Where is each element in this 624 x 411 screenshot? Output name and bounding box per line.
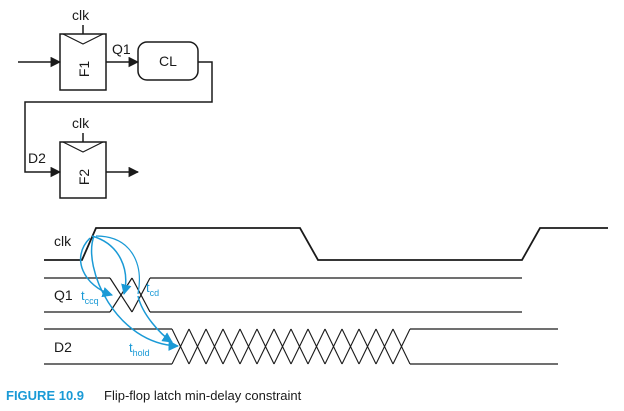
- d2-hash-line: [239, 328, 258, 365]
- timing-arrows: [79, 235, 180, 351]
- caption-text: Flip-flop latch min-delay constraint: [104, 388, 302, 403]
- d2-hash-line: [273, 328, 292, 365]
- d2-waveform: [44, 328, 558, 365]
- clk-label-f1: clk: [72, 7, 90, 23]
- q1-signal-label: Q1: [54, 287, 73, 303]
- tcd-arrow: [91, 235, 132, 296]
- f1-label: F1: [76, 61, 92, 78]
- q1-waveform: [44, 277, 522, 313]
- d2-hash-line: [256, 328, 275, 365]
- f2-label: F2: [76, 169, 92, 186]
- clk-label-f2: clk: [72, 115, 90, 131]
- d2-hash-line: [392, 328, 411, 365]
- d2-hash-line: [341, 328, 360, 365]
- clk-waveform: [44, 227, 608, 261]
- tcd-label: tcd: [146, 280, 159, 298]
- tccq-arrow: [79, 237, 113, 298]
- d2-hash-line: [324, 328, 343, 365]
- d2-hash-line: [205, 328, 224, 365]
- thold-arrow: [90, 235, 180, 351]
- caption-figure-number: FIGURE 10.9: [6, 388, 84, 403]
- clock-triangle-f1: [62, 33, 104, 45]
- d2-hash-line: [290, 328, 309, 365]
- flipflop-f2: clk F2: [59, 115, 140, 199]
- cl-box: [137, 41, 199, 81]
- q1-label: Q1: [112, 41, 131, 57]
- flipflop-f1: clk F1 Q1: [18, 7, 140, 91]
- d2-hash-line: [171, 328, 190, 365]
- d2-transition-region: [171, 328, 411, 365]
- d2-hash-line: [375, 328, 394, 365]
- timing-diagram: clk Q1 D2: [44, 227, 608, 365]
- tccq-label: tccq: [81, 288, 99, 306]
- cd-to-d2-arrow: [137, 295, 173, 343]
- d2-label: D2: [28, 150, 46, 166]
- combinational-logic: CL D2: [24, 41, 213, 178]
- flipflop-f2-box: [59, 141, 107, 199]
- d2-hash-line: [222, 328, 241, 365]
- clk-signal-label: clk: [54, 233, 72, 249]
- d2-signal-label: D2: [54, 339, 72, 355]
- d2-hash-line: [307, 328, 326, 365]
- d2-hash-line: [188, 328, 207, 365]
- d2-hash-line: [358, 328, 377, 365]
- clk-to-q1-curve: [95, 235, 140, 295]
- circuit-diagram: clk F1 Q1 CL D2 clk F2: [18, 7, 213, 199]
- figure-caption: FIGURE 10.9 Flip-flop latch min-delay co…: [6, 388, 302, 403]
- d2-wire: [24, 61, 213, 178]
- clock-triangle-f2: [62, 141, 104, 153]
- cl-label: CL: [159, 53, 177, 69]
- thold-label: thold: [129, 340, 150, 358]
